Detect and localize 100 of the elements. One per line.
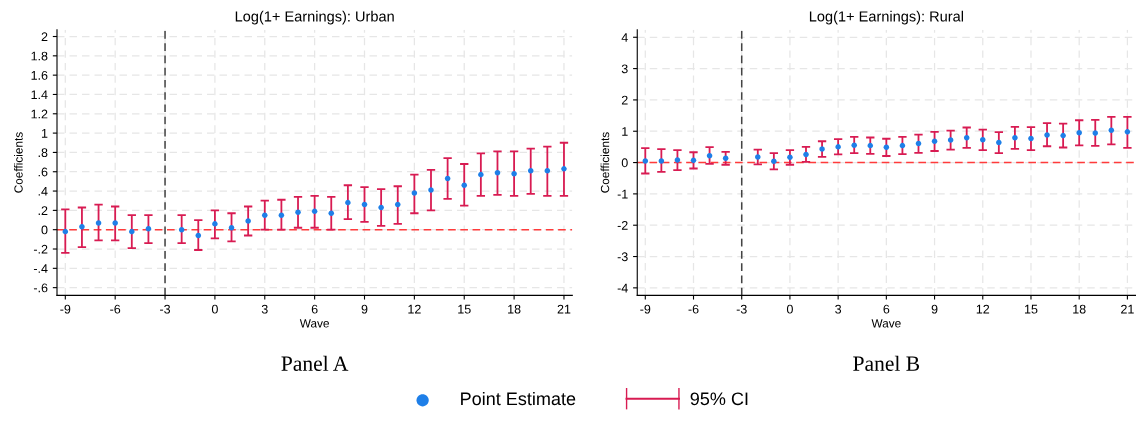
x-tick-label: 0 xyxy=(211,304,218,314)
point xyxy=(95,220,102,226)
point xyxy=(963,135,970,141)
point xyxy=(996,139,1002,146)
point xyxy=(394,201,401,208)
x-tick-label: 6 xyxy=(311,304,318,314)
point xyxy=(411,190,418,196)
x-tick-label: 3 xyxy=(261,304,268,314)
y-axis-title: Coefficients xyxy=(14,132,23,193)
y-tick-label: -2 xyxy=(617,221,628,230)
y-tick-label: 1.6 xyxy=(31,70,48,80)
x-tick-label: 15 xyxy=(458,304,471,314)
point xyxy=(145,225,152,232)
point xyxy=(112,220,118,226)
y-axis-title: Coefficients xyxy=(600,132,610,193)
x-tick-label: 9 xyxy=(361,304,368,314)
point xyxy=(1028,135,1034,142)
point xyxy=(851,142,857,149)
text: Panel A xyxy=(281,355,349,371)
point xyxy=(262,212,268,218)
point xyxy=(899,142,906,149)
x-axis-title: Wave xyxy=(299,319,329,328)
point xyxy=(79,224,85,230)
x-axis-title: Wave xyxy=(871,319,901,328)
x-tick-label: 21 xyxy=(557,304,571,314)
chart-title: Log(1+ Earnings): Urban xyxy=(235,10,394,25)
point xyxy=(561,166,567,172)
chart-title: Log(1+ Earnings): Rural xyxy=(809,10,963,25)
y-tick-label: -1 xyxy=(617,189,628,199)
y-tick-label: -3 xyxy=(617,252,628,262)
point xyxy=(1108,127,1115,134)
x-tick-label: 3 xyxy=(835,304,842,314)
point xyxy=(642,158,649,164)
point xyxy=(212,221,218,227)
point xyxy=(245,218,251,224)
point xyxy=(787,154,793,161)
point xyxy=(129,228,135,235)
point xyxy=(803,151,809,158)
x-tick-label: 18 xyxy=(1073,304,1086,314)
x-tick-label: -9 xyxy=(60,304,71,314)
legend-label: Point Estimate xyxy=(461,391,576,406)
point xyxy=(444,175,451,182)
y-tick-label: 0 xyxy=(621,158,628,168)
point xyxy=(295,209,301,216)
y-tick-label: 0 xyxy=(41,225,48,235)
point xyxy=(979,136,986,143)
point xyxy=(658,158,665,164)
x-tick-label: 12 xyxy=(976,304,990,314)
x-tick-label: 9 xyxy=(931,304,938,314)
y-tick-label: .6 xyxy=(38,167,48,177)
y-tick-label: 1.8 xyxy=(31,51,48,61)
point xyxy=(328,210,335,217)
point xyxy=(1124,129,1131,135)
y-tick-label: .8 xyxy=(38,148,48,158)
point xyxy=(62,228,69,235)
point xyxy=(1076,130,1082,136)
point xyxy=(428,187,434,193)
point xyxy=(690,157,697,164)
point xyxy=(527,167,534,174)
y-tick-label: .4 xyxy=(38,186,48,196)
point xyxy=(228,224,235,231)
y-tick-label: -.2 xyxy=(33,244,48,254)
y-tick-label: 1 xyxy=(622,127,628,136)
point xyxy=(461,182,468,189)
x-tick-label: 15 xyxy=(1024,304,1038,314)
point xyxy=(178,226,185,233)
x-tick-label: 18 xyxy=(508,304,521,314)
x-tick-label: -6 xyxy=(110,304,121,314)
y-tick-label: .2 xyxy=(38,206,48,215)
x-tick-label: -3 xyxy=(736,304,747,314)
point xyxy=(494,169,501,176)
point xyxy=(771,158,777,165)
point xyxy=(722,155,729,161)
y-tick-label: -4 xyxy=(617,283,628,293)
point xyxy=(1012,135,1018,141)
point xyxy=(378,204,384,211)
x-tick-label: 6 xyxy=(883,304,890,314)
point xyxy=(947,137,954,143)
y-tick-label: 4 xyxy=(621,33,628,42)
y-tick-label: 1 xyxy=(41,129,48,138)
text: 95% CI xyxy=(690,392,748,406)
x-tick-label: 12 xyxy=(408,304,421,314)
point xyxy=(345,199,351,206)
point xyxy=(674,157,681,163)
point xyxy=(195,232,202,239)
point xyxy=(867,142,874,149)
x-tick-label: -6 xyxy=(688,304,699,314)
point xyxy=(931,138,938,145)
point xyxy=(835,144,841,150)
y-tick-label: -.6 xyxy=(33,283,48,293)
point xyxy=(755,154,761,160)
y-tick-label: 2 xyxy=(621,95,628,105)
y-tick-label: -.4 xyxy=(33,264,48,273)
y-tick-label: 3 xyxy=(621,64,628,74)
point xyxy=(311,208,318,215)
point xyxy=(883,144,890,150)
point xyxy=(544,167,551,174)
x-tick-label: -3 xyxy=(160,304,171,314)
x-tick-label: 0 xyxy=(786,304,793,314)
point xyxy=(511,170,517,177)
